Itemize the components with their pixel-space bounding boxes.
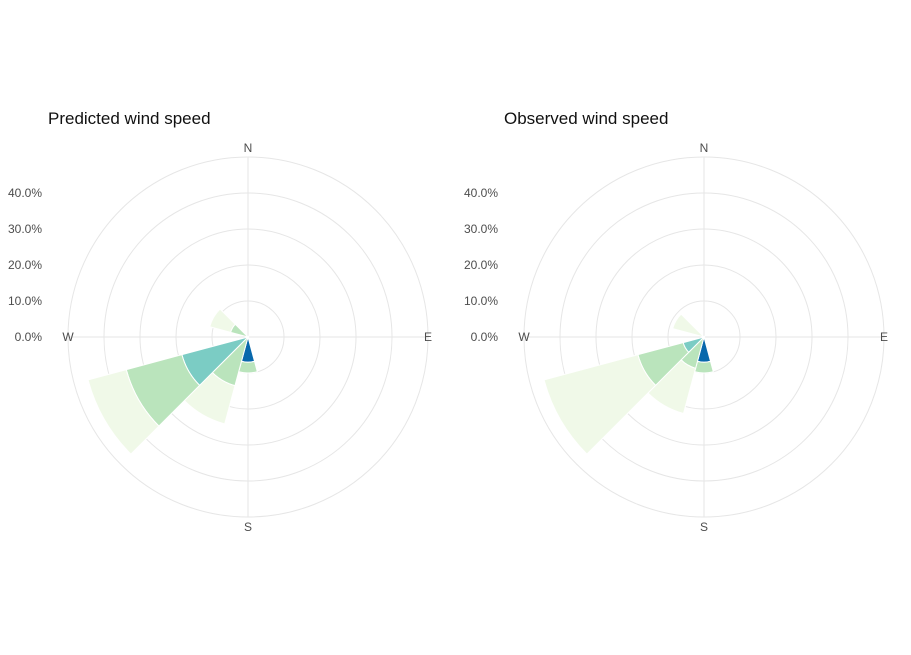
compass-label: N [700, 141, 709, 155]
compass-label: E [880, 330, 888, 344]
radial-tick-label: 0.0% [15, 330, 43, 344]
radial-tick-label: 10.0% [8, 294, 42, 308]
wind-sector-bar [87, 368, 160, 455]
wind-sector-bar [672, 313, 706, 338]
radial-tick-label: 30.0% [464, 222, 498, 236]
predicted-rose-chart: N E S W 0.0% 10.0% 20.0% 30.0% 40.0% [8, 141, 432, 534]
compass-label: E [424, 330, 432, 344]
observed-title: Observed wind speed [504, 109, 669, 128]
wind-sector-bar [543, 354, 657, 455]
radial-tick-label: 30.0% [8, 222, 42, 236]
radial-tick-label: 10.0% [464, 294, 498, 308]
compass-label: W [518, 330, 530, 344]
wind-sector-bar [209, 308, 236, 333]
radial-tick-label: 0.0% [471, 330, 499, 344]
radial-tick-label: 40.0% [8, 186, 42, 200]
predicted-panel: N E S W 0.0% 10.0% 20.0% 30.0% 40.0% Predicted w… [0, 0, 455, 655]
predicted-title: Predicted wind speed [48, 109, 211, 128]
radial-tick-label: 40.0% [464, 186, 498, 200]
radial-tick-label: 20.0% [8, 258, 42, 272]
radial-tick-label: 20.0% [464, 258, 498, 272]
observed-rose-chart: N E S W 0.0% 10.0% 20.0% 30.0% 40.0% [464, 141, 888, 534]
compass-label: N [244, 141, 253, 155]
compass-label: S [244, 520, 252, 534]
compass-label: S [700, 520, 708, 534]
observed-panel: N E S W 0.0% 10.0% 20.0% 30.0% 40.0% Observed wi… [456, 0, 911, 655]
compass-label: W [62, 330, 74, 344]
